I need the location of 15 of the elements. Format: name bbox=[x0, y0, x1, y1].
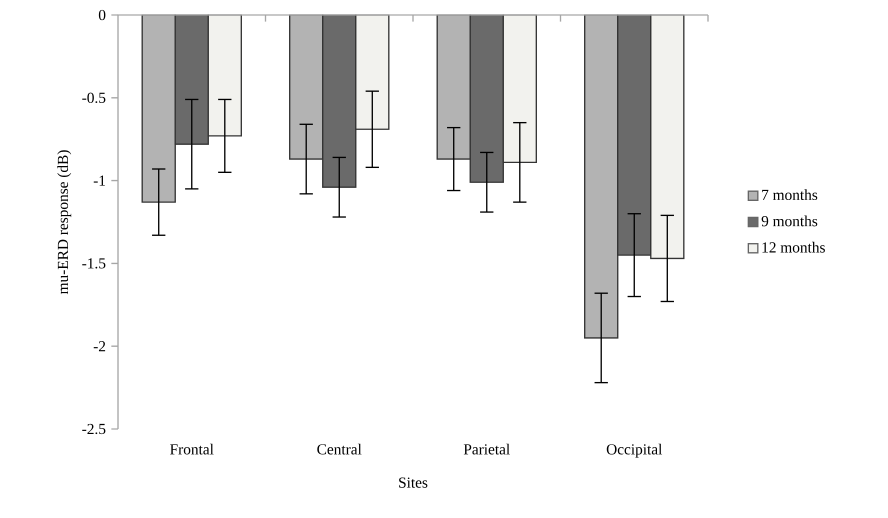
y-tick-label: -0.5 bbox=[82, 92, 106, 103]
y-axis-title: mu-ERD response (dB) bbox=[57, 150, 72, 294]
y-tick-label: -1.5 bbox=[82, 258, 106, 269]
y-tick-label: -2 bbox=[94, 341, 106, 352]
y-tick-label: 0 bbox=[98, 10, 106, 20]
legend-label: 9 months bbox=[762, 216, 818, 226]
x-axis-title: Sites bbox=[399, 477, 428, 488]
legend-label: 7 months bbox=[762, 189, 818, 200]
y-tick-label: -2.5 bbox=[82, 424, 106, 434]
legend-label: 12 months bbox=[762, 242, 825, 253]
y-tick-label: -1 bbox=[94, 176, 106, 186]
x-tick-label: Frontal bbox=[170, 444, 214, 454]
x-tick-label: Parietal bbox=[464, 444, 510, 454]
x-tick-label: Occipital bbox=[606, 444, 662, 458]
x-tick-label: Central bbox=[317, 444, 362, 454]
